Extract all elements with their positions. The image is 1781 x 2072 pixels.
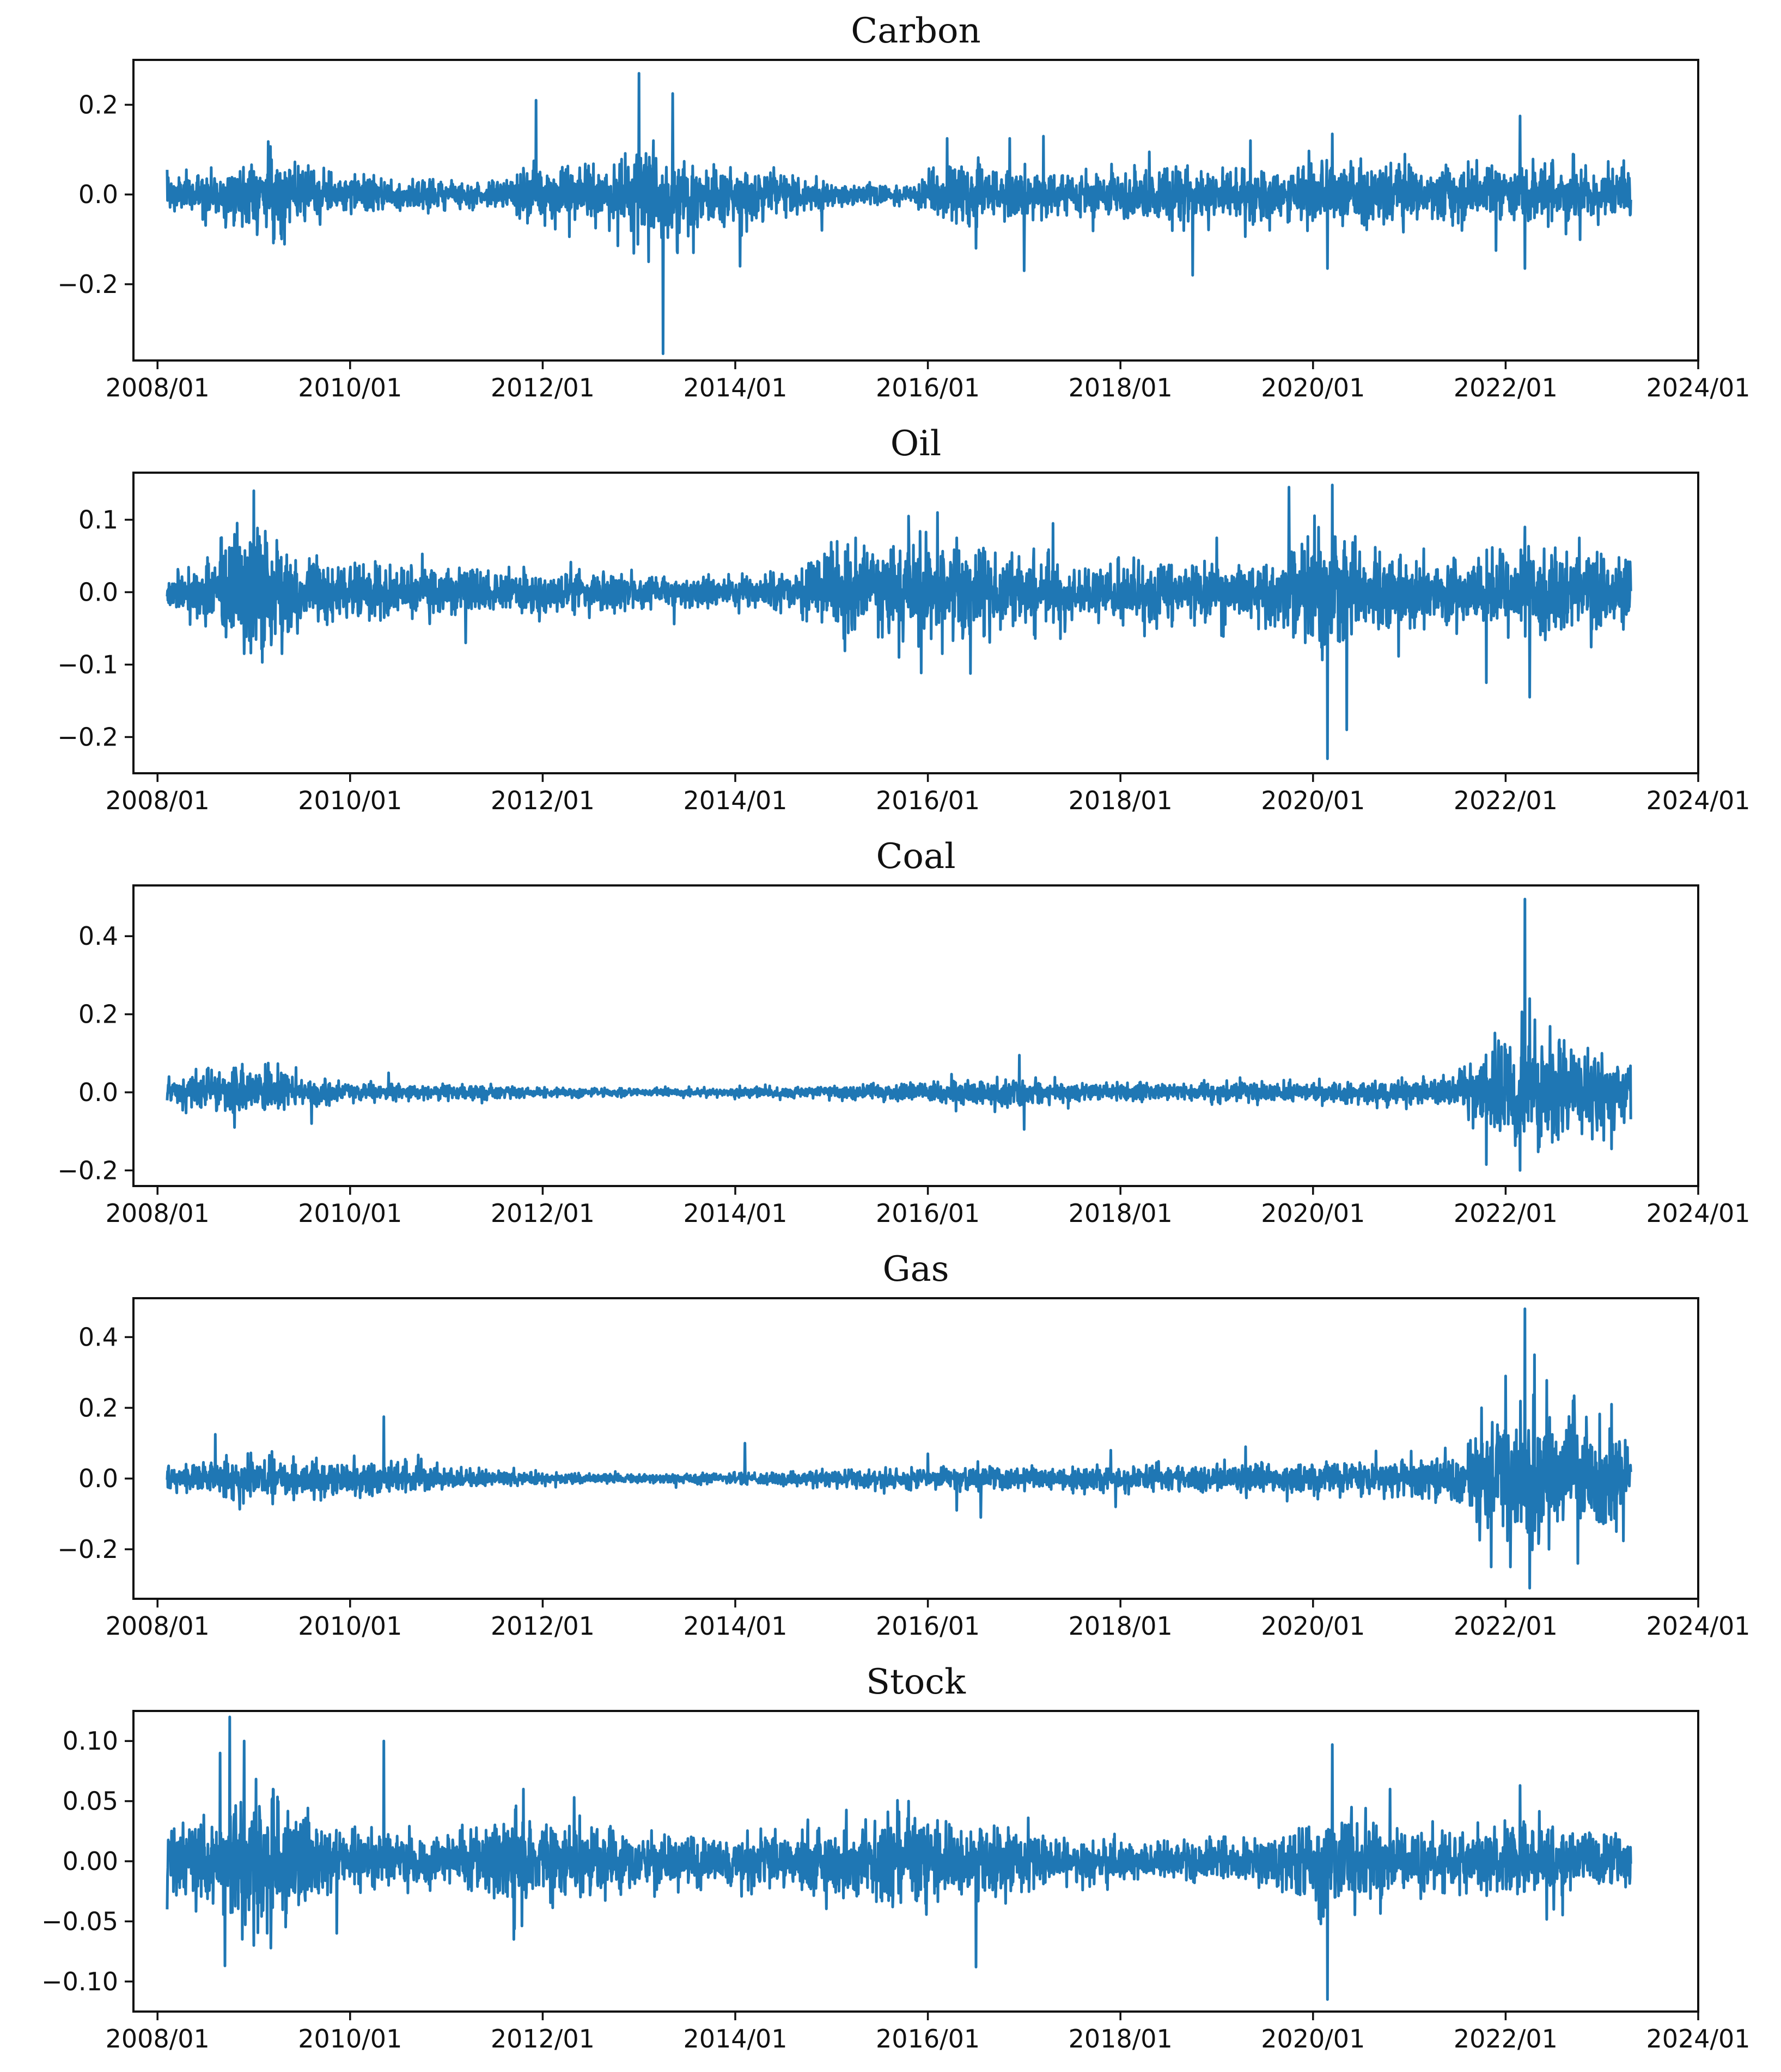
y-tick-label: −0.1 <box>57 650 118 679</box>
x-tick-label: 2010/01 <box>298 786 402 815</box>
y-tick-label: 0.4 <box>78 921 118 951</box>
series-line <box>166 1307 1632 1590</box>
y-tick-label: 0.0 <box>78 1078 118 1107</box>
axes-frame <box>132 472 1699 774</box>
y-tick-label: −0.2 <box>57 722 118 751</box>
x-tick-label: 2010/01 <box>298 373 402 402</box>
y-tick-label: 0.05 <box>63 1787 118 1816</box>
y-tick-label: 0.10 <box>63 1726 118 1756</box>
y-tick-label: 0.00 <box>63 1847 118 1876</box>
x-tick-label: 2014/01 <box>683 1611 787 1641</box>
x-tick-label: 2016/01 <box>876 2024 980 2053</box>
x-tick-label: 2016/01 <box>876 373 980 402</box>
y-tick-label: 0.4 <box>78 1322 118 1352</box>
panel-title: Carbon <box>851 11 980 51</box>
x-tick-label: 2024/01 <box>1646 786 1750 815</box>
y-tick-label: −0.2 <box>57 1156 118 1185</box>
x-tick-label: 2014/01 <box>683 1199 787 1228</box>
y-tick-label: 0.2 <box>78 90 118 119</box>
panel-stock: Stock 2008/01 2010/01 2012/01 2014/01 2016/01… <box>41 1662 1750 2053</box>
axes-frame <box>132 59 1699 362</box>
panel-title: Stock <box>866 1662 966 1702</box>
series-line <box>166 484 1632 760</box>
x-tick-label: 2012/01 <box>491 2024 595 2053</box>
x-tick-label: 2018/01 <box>1069 373 1173 402</box>
x-tick-label: 2012/01 <box>491 1199 595 1228</box>
x-tick-label: 2024/01 <box>1646 1199 1750 1228</box>
x-tick-label: 2022/01 <box>1454 1611 1558 1641</box>
y-tick-label: −0.05 <box>41 1906 118 1936</box>
x-tick-label: 2024/01 <box>1646 1611 1750 1641</box>
panel-carbon: Carbon 2008/01 2010/01 2012/01 2014/01 2016/0… <box>57 11 1750 402</box>
x-tick-label: 2014/01 <box>683 2024 787 2053</box>
x-tick-label: 2022/01 <box>1454 1199 1558 1228</box>
y-tick-label: 0.0 <box>78 180 118 209</box>
x-tick-label: 2010/01 <box>298 1199 402 1228</box>
y-tick-label: −0.2 <box>57 270 118 299</box>
y-tick-label: 0.0 <box>78 577 118 607</box>
x-tick-label: 2022/01 <box>1454 2024 1558 2053</box>
panel-title: Gas <box>882 1249 949 1289</box>
series-line <box>166 72 1632 356</box>
x-tick-label: 2024/01 <box>1646 373 1750 402</box>
x-tick-label: 2022/01 <box>1454 373 1558 402</box>
x-tick-label: 2008/01 <box>106 1611 210 1641</box>
x-tick-label: 2020/01 <box>1261 1199 1365 1228</box>
x-tick-label: 2008/01 <box>106 2024 210 2053</box>
x-tick-label: 2014/01 <box>683 373 787 402</box>
x-tick-label: 2008/01 <box>106 373 210 402</box>
x-tick-label: 2018/01 <box>1069 1199 1173 1228</box>
x-tick-label: 2012/01 <box>491 373 595 402</box>
x-tick-label: 2024/01 <box>1646 2024 1750 2053</box>
x-tick-label: 2020/01 <box>1261 373 1365 402</box>
y-tick-label: −0.2 <box>57 1535 118 1564</box>
axes-frame <box>132 884 1699 1187</box>
y-tick-label: 0.2 <box>78 1393 118 1422</box>
x-tick-label: 2020/01 <box>1261 2024 1365 2053</box>
panel-title: Oil <box>890 424 941 464</box>
series-line <box>166 897 1632 1172</box>
x-tick-label: 2008/01 <box>106 1199 210 1228</box>
x-tick-label: 2008/01 <box>106 786 210 815</box>
x-tick-label: 2014/01 <box>683 786 787 815</box>
panel-gas: Gas 2008/01 2010/01 2012/01 2014/01 2016/01 20… <box>57 1249 1750 1641</box>
y-tick-label: 0.0 <box>78 1464 118 1493</box>
x-tick-label: 2012/01 <box>491 786 595 815</box>
y-tick-label: 0.2 <box>78 1000 118 1029</box>
x-tick-label: 2020/01 <box>1261 786 1365 815</box>
y-tick-label: −0.10 <box>41 1967 118 1996</box>
x-tick-label: 2018/01 <box>1069 1611 1173 1641</box>
axes-frame <box>132 1297 1699 1600</box>
panel-title: Coal <box>876 836 955 877</box>
panel-coal: Coal 2008/01 2010/01 2012/01 2014/01 2016/01 2… <box>57 836 1750 1228</box>
x-tick-label: 2010/01 <box>298 1611 402 1641</box>
x-tick-label: 2018/01 <box>1069 786 1173 815</box>
panel-oil: Oil 2008/01 2010/01 2012/01 2014/01 2016/01 20… <box>57 424 1750 815</box>
x-tick-label: 2016/01 <box>876 786 980 815</box>
x-tick-label: 2012/01 <box>491 1611 595 1641</box>
x-tick-label: 2022/01 <box>1454 786 1558 815</box>
series-line <box>166 1715 1632 2001</box>
x-tick-label: 2018/01 <box>1069 2024 1173 2053</box>
x-tick-label: 2016/01 <box>876 1199 980 1228</box>
x-tick-label: 2010/01 <box>298 2024 402 2053</box>
x-tick-label: 2016/01 <box>876 1611 980 1641</box>
y-tick-label: 0.1 <box>78 505 118 534</box>
x-tick-label: 2020/01 <box>1261 1611 1365 1641</box>
